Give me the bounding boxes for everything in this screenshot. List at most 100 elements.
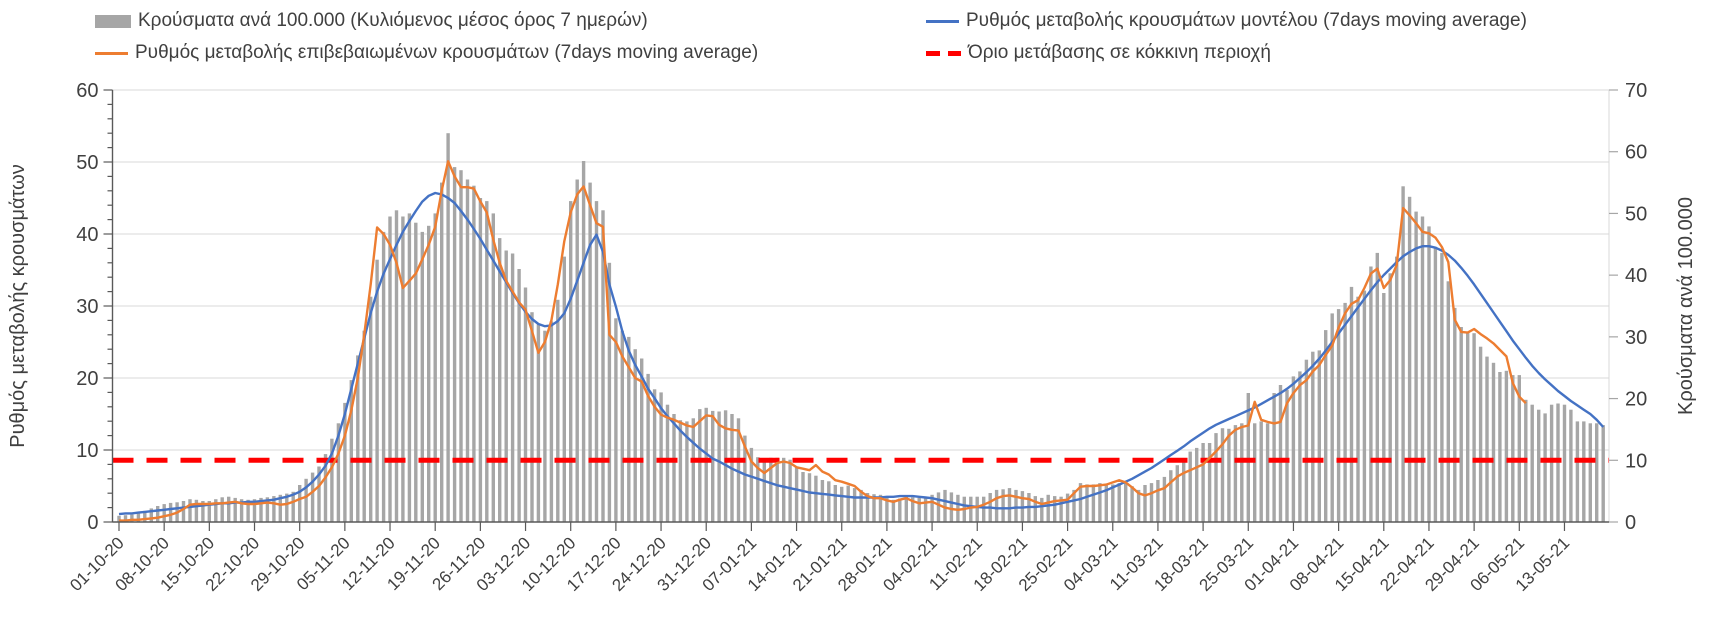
bar xyxy=(1401,186,1405,523)
bar xyxy=(782,457,786,522)
bar xyxy=(1382,293,1386,522)
bar xyxy=(581,161,586,522)
bar xyxy=(575,179,579,522)
bar xyxy=(1149,483,1154,522)
bar xyxy=(1549,404,1554,522)
bar xyxy=(1453,307,1457,522)
legend-label: Όριο μετάβασης σε κόκκινη περιοχή xyxy=(968,42,1271,63)
bar xyxy=(827,481,831,522)
bar xyxy=(1246,393,1250,522)
bar xyxy=(517,269,521,522)
bar xyxy=(1324,330,1328,522)
bar xyxy=(472,185,476,522)
y-axis-left-tick-label: 50 xyxy=(76,152,98,174)
bar xyxy=(1407,196,1412,523)
y-axis-right-tick-label: 70 xyxy=(1625,80,1647,102)
bar xyxy=(1304,359,1309,522)
bar xyxy=(936,492,941,522)
bar xyxy=(136,513,141,522)
bar xyxy=(1511,375,1515,522)
bar xyxy=(1085,484,1089,522)
bar xyxy=(504,250,508,522)
bar xyxy=(1440,252,1444,522)
bar xyxy=(440,182,444,522)
bar xyxy=(1111,484,1115,522)
bar xyxy=(898,498,902,522)
bar xyxy=(369,296,373,522)
bar xyxy=(1336,309,1341,522)
bar xyxy=(1162,476,1167,522)
bar xyxy=(220,497,224,522)
gray-bar-swatch-icon xyxy=(95,14,131,28)
bar xyxy=(1214,433,1218,522)
bar xyxy=(846,485,850,522)
bar xyxy=(562,256,566,522)
bar xyxy=(711,410,715,522)
bar xyxy=(188,499,192,522)
bar xyxy=(478,198,483,522)
bar xyxy=(343,402,347,522)
bar xyxy=(762,460,766,522)
legend-label: Κρούσματα ανά 100.000 (Κυλιόμενος μέσος … xyxy=(138,10,648,31)
bar xyxy=(1601,425,1605,522)
y-axis-right-tick-label: 40 xyxy=(1625,265,1647,287)
bar xyxy=(833,485,837,522)
bar xyxy=(1259,421,1263,522)
bar xyxy=(1207,443,1212,522)
bar xyxy=(885,497,889,522)
bar xyxy=(1072,489,1076,522)
bar xyxy=(1537,409,1541,522)
bar xyxy=(627,336,631,522)
legend-label: Ρυθμός μεταβολής κρουσμάτων μοντέλου (7d… xyxy=(966,10,1527,31)
y-axis-right-tick-label: 50 xyxy=(1625,203,1647,225)
bar xyxy=(1311,351,1315,522)
bar xyxy=(1143,485,1147,522)
y-axis-right-title: Κρούσματα ανά 100.000 xyxy=(1675,197,1697,415)
bar xyxy=(1285,389,1289,522)
bar xyxy=(646,373,650,522)
bar xyxy=(1136,489,1141,522)
bar xyxy=(1562,404,1567,522)
bar xyxy=(1169,470,1173,522)
bar xyxy=(1395,256,1399,522)
bar xyxy=(1582,421,1586,522)
legend-item-model-rate: Ρυθμός μεταβολής κρουσμάτων μοντέλου (7d… xyxy=(926,9,1527,33)
bar xyxy=(1033,496,1037,522)
bar xyxy=(652,389,657,522)
bar xyxy=(1317,350,1321,522)
legend-item-cases-per-100k: Κρούσματα ανά 100.000 (Κυλιόμενος μέσος … xyxy=(95,9,648,33)
bar xyxy=(672,414,676,522)
bar xyxy=(1498,372,1502,522)
bar xyxy=(930,494,934,522)
bar xyxy=(227,496,231,522)
bar xyxy=(956,494,960,522)
bar xyxy=(375,259,379,522)
bar xyxy=(801,472,805,522)
bar xyxy=(381,231,386,522)
bar xyxy=(749,447,754,522)
bar xyxy=(156,506,160,522)
bar xyxy=(917,497,921,522)
bar xyxy=(1427,226,1431,522)
bar xyxy=(820,480,825,522)
bar xyxy=(1362,290,1367,522)
bar xyxy=(556,299,560,522)
bar xyxy=(1201,443,1205,522)
y-axis-right-tick-label: 60 xyxy=(1625,142,1647,164)
bar xyxy=(1369,266,1373,522)
bar xyxy=(594,201,599,522)
bar xyxy=(291,491,295,522)
bar xyxy=(769,457,773,522)
bar xyxy=(201,501,205,522)
bar xyxy=(272,496,276,522)
bar xyxy=(1472,333,1476,522)
bar xyxy=(388,216,392,522)
bar xyxy=(1504,370,1509,522)
bar xyxy=(330,438,334,522)
bar xyxy=(994,489,999,522)
y-axis-left-tick-label: 0 xyxy=(87,512,98,534)
bar xyxy=(1046,494,1050,522)
bar xyxy=(1478,346,1483,522)
bar xyxy=(1130,486,1134,522)
